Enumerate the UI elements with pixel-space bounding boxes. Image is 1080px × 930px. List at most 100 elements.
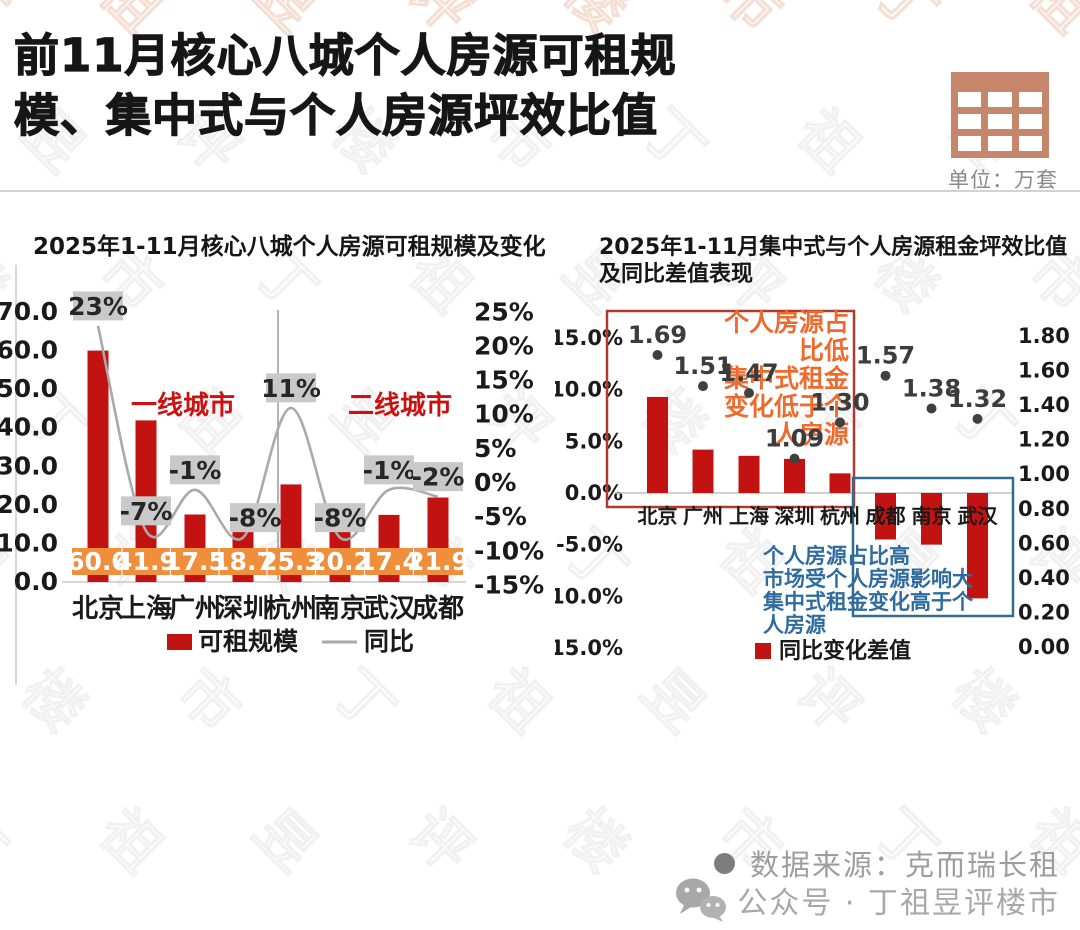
city-label: 杭州 [820, 504, 860, 528]
watermark-glyph: 祖 [1015, 0, 1080, 46]
unit-label: 单位：万套 [948, 168, 1058, 192]
left-axis-label: 10.0% [555, 378, 623, 402]
high-share-blue-box [851, 476, 1015, 618]
city-label: 上海 [120, 594, 172, 624]
rental-scale-bar [87, 350, 109, 582]
yoy-diff-bar [647, 396, 668, 493]
building-grid-icon [951, 72, 1049, 158]
yoy-label: -1% [363, 456, 416, 485]
left-axis-label: 70.0 [0, 297, 58, 326]
bar-value-label: 17.5 [164, 547, 226, 576]
yoy-diff-bar [875, 493, 896, 540]
right-axis-label: -5% [474, 502, 527, 531]
bar-value-label: 20.2 [309, 547, 371, 576]
yoy-label: -1% [169, 456, 222, 485]
page-title: 前11月核心八城个人房源可租规 模、集中式与个人房源坪效比值 [13, 26, 677, 146]
orange-annotation-line: 比低 [799, 336, 849, 365]
yoy-label: -7% [120, 497, 173, 526]
legend-bar-label: 同比变化差值 [779, 638, 911, 664]
yoy-label-box [73, 291, 123, 321]
orange-annotation-line: 个人房源占 [724, 308, 849, 337]
right-chart-title-line2: 及同比差值表现 [599, 261, 753, 287]
ratio-dot-label: 1.38 [902, 375, 961, 403]
footer-account-line: 公众号 · 丁祖昱评楼市 [673, 877, 1060, 923]
right-axis-label: 1.40 [1018, 393, 1070, 417]
left-axis-label: 40.0 [0, 413, 58, 442]
yoy-label: 23% [68, 292, 128, 321]
ratio-dot-label: 1.32 [948, 385, 1007, 413]
ratio-dot-label: 1.47 [719, 359, 778, 387]
right-axis-label: 10% [474, 400, 534, 429]
yoy-diff-bar [784, 458, 805, 493]
yoy-label: -8% [229, 504, 282, 533]
left-axis-label: -5.0% [556, 533, 623, 557]
left-axis-label: 60.0 [0, 336, 58, 365]
ratio-dot-label: 1.51 [673, 352, 732, 380]
yoy-line [96, 325, 439, 542]
yoy-label-box [413, 462, 463, 492]
blue-annotation-line: 人房源 [763, 613, 826, 637]
footer-source-line: 数据来源：克而瑞长租 [713, 842, 1060, 884]
wechat-icon [676, 878, 727, 922]
watermark-glyph: 楼 [550, 795, 641, 886]
ratio-dot [880, 370, 891, 381]
yoy-diff-bar [921, 493, 942, 545]
yoy-diff-bar [738, 455, 760, 493]
ratio-dot [652, 350, 663, 360]
tier1-label: 一线城市 [131, 390, 235, 421]
right-axis-label: 15% [474, 366, 534, 395]
bar-value-label: 18.7 [212, 547, 274, 576]
left-axis-label: -15.0% [555, 636, 623, 660]
right-axis-label: 0% [474, 468, 516, 497]
left-axis-label: 15.0% [555, 326, 623, 350]
blue-annotation-line: 市场受个人房源影响大 [763, 567, 973, 591]
page-title-line1: 前11月核心八城个人房源可租规 [13, 28, 677, 82]
yoy-label-box [364, 455, 414, 485]
watermark-glyph: 丁 [860, 0, 951, 46]
right-axis-label: -10% [474, 536, 544, 565]
orange-annotation-line: 变化低于个 [724, 392, 850, 421]
city-label: 南京 [314, 593, 366, 624]
right-axis-label: -15% [474, 570, 544, 599]
city-label: 深圳 [217, 594, 269, 624]
left-chart-rental-scale: 2025年1-11月核心八城个人房源可租规模及变化（万套） 0.0 10.0 20.0… [0, 233, 545, 685]
yoy-label-box [230, 503, 280, 533]
left-axis-label: 0.0 [14, 567, 58, 596]
yoy-diff-bar [967, 493, 988, 599]
right-axis-label: 0.20 [1018, 600, 1070, 624]
yoy-label-box [170, 455, 220, 485]
yoy-label-box [121, 496, 171, 526]
right-axis-label: 5% [474, 434, 516, 463]
right-axis-label: 0.80 [1018, 497, 1070, 521]
right-axis-label: 0.40 [1018, 566, 1070, 590]
yoy-label-box [266, 373, 316, 403]
right-axis-label: 0.60 [1018, 531, 1070, 555]
left-axis-label: -10.0% [555, 584, 623, 608]
left-axis-label: 50.0 [0, 374, 58, 403]
bar-value-label: 25.3 [260, 547, 322, 576]
yoy-label: 11% [261, 374, 321, 403]
ratio-dot-label: 1.57 [856, 342, 915, 370]
ratio-dot [835, 417, 845, 428]
right-axis-label: 20% [474, 331, 534, 360]
right-axis-label: 1.80 [1018, 324, 1070, 348]
blue-annotation-line: 集中式租金变化高于个 [762, 590, 974, 614]
ratio-dot [698, 381, 708, 392]
right-chart-title-line1: 2025年1-11月集中式与个人房源租金坪效比值 [599, 234, 1067, 260]
city-label: 成都 [412, 594, 464, 624]
right-axis-label: 1.60 [1018, 359, 1070, 383]
ratio-dot [972, 413, 983, 424]
yoy-label: -2% [412, 463, 465, 492]
left-axis-label: 20.0 [0, 490, 58, 519]
left-axis-label: 10.0 [0, 528, 58, 557]
page-title-line2: 模、集中式与个人房源坪效比值 [13, 88, 659, 142]
city-label: 杭州 [265, 593, 317, 624]
watermark-glyph: 丁 [0, 795, 21, 886]
left-chart-title: 2025年1-11月核心八城个人房源可租规模及变化（万套） [33, 233, 545, 260]
bar-value-label: 21.9 [407, 547, 469, 576]
ratio-dot [789, 453, 800, 464]
right-axis-label: 25% [474, 297, 534, 326]
legend-line-label: 同比 [364, 627, 414, 656]
ratio-dot-label: 1.30 [810, 388, 869, 416]
